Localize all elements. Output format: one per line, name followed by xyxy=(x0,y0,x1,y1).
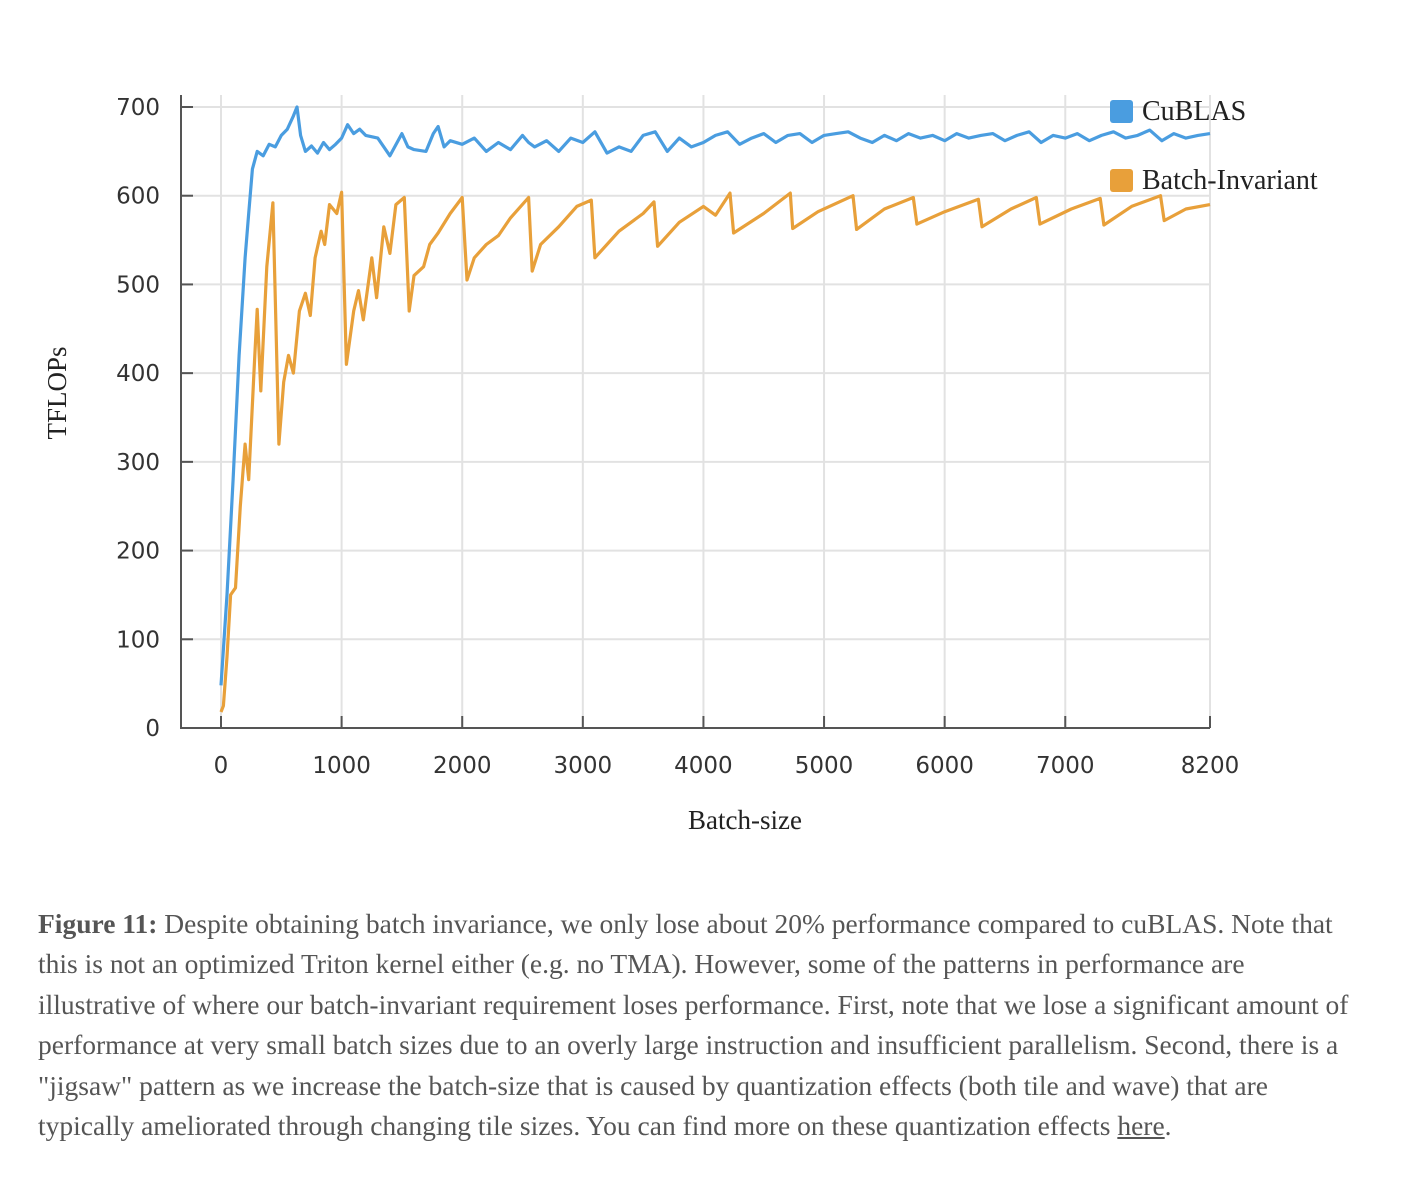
caption-link-here[interactable]: here xyxy=(1117,1110,1165,1142)
series-line-cublas xyxy=(219,105,1211,686)
x-tick-label: 2000 xyxy=(433,753,492,779)
y-tick-label: 100 xyxy=(116,627,160,653)
x-tick-label: 4000 xyxy=(674,753,733,779)
caption-text: Despite obtaining batch invariance, we o… xyxy=(38,908,1349,1142)
y-axis-label: TFLOPs xyxy=(42,346,72,439)
x-axis-label: Batch-size xyxy=(688,805,802,835)
legend-label-cublas: CuBLAS xyxy=(1142,96,1246,127)
series-line-batch-invariant xyxy=(219,190,1211,713)
grid xyxy=(181,95,1211,728)
legend: CuBLAS Batch-Invariant xyxy=(1110,96,1318,196)
caption-label: Figure 11: xyxy=(38,908,158,939)
caption-end: . xyxy=(1164,1110,1172,1142)
y-tick-label: 200 xyxy=(116,539,160,565)
y-tick-label: 0 xyxy=(145,716,160,742)
x-tick-label: 7000 xyxy=(1036,753,1095,779)
figure-caption: Figure 11: Despite obtaining batch invar… xyxy=(38,904,1368,1146)
x-tick-label: 0 xyxy=(214,753,229,779)
x-tick-label: 5000 xyxy=(795,753,854,779)
x-tick-label: 1000 xyxy=(312,753,371,779)
y-tick-label: 400 xyxy=(116,361,160,387)
x-tick-label: 6000 xyxy=(915,753,974,779)
y-tick-label: 700 xyxy=(116,95,160,121)
y-tick-label: 500 xyxy=(116,272,160,298)
x-tick-label: 3000 xyxy=(554,753,613,779)
x-tick-label: 8200 xyxy=(1181,753,1240,779)
legend-swatch-batch-invariant xyxy=(1110,169,1133,192)
legend-swatch-cublas xyxy=(1110,100,1133,123)
legend-label-batch-invariant: Batch-Invariant xyxy=(1142,165,1318,196)
y-tick-label: 600 xyxy=(116,184,160,210)
series-group xyxy=(219,105,1211,713)
y-tick-label: 300 xyxy=(116,450,160,476)
